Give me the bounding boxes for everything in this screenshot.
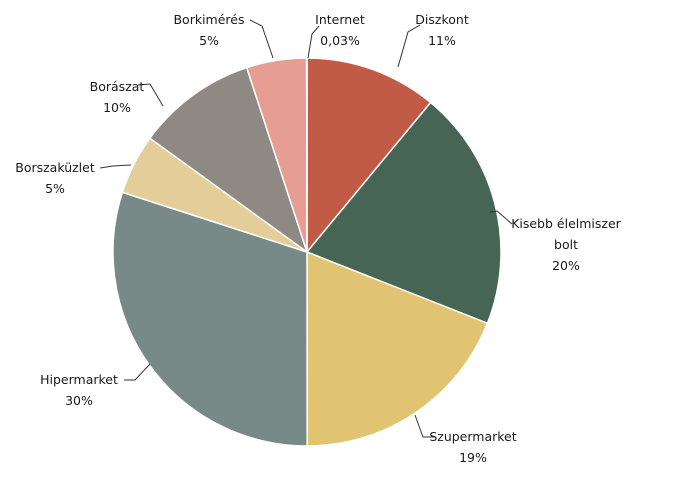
leader-line [308,26,319,58]
slice-value-label: 0,03% [320,33,360,48]
slice-category-label: Kisebb élelmiszer [511,216,621,231]
slice-value-label: 19% [459,450,487,465]
leader-line [100,165,131,168]
slice-value-label: 5% [199,33,219,48]
slice-category-label: Szupermarket [429,429,516,444]
slice-value-label: 5% [45,181,65,196]
slice-category-label: Borászat [90,79,145,94]
slice-value-label: 11% [428,33,456,48]
slice-value-label: 20% [552,258,580,273]
slice-value-label: 10% [103,100,131,115]
slice-category-label: Internet [315,12,365,27]
slice-category-label: Borszaküzlet [15,160,95,175]
leader-line [398,25,420,67]
slice-category-label: Diszkont [415,12,469,27]
slice-category-label: Borkimérés [173,12,244,27]
leader-line [250,20,273,58]
leader-line [124,364,150,380]
slice-category-label: Hipermarket [40,372,118,387]
slice-category-label: bolt [554,237,578,252]
slice-value-label: 30% [65,393,93,408]
